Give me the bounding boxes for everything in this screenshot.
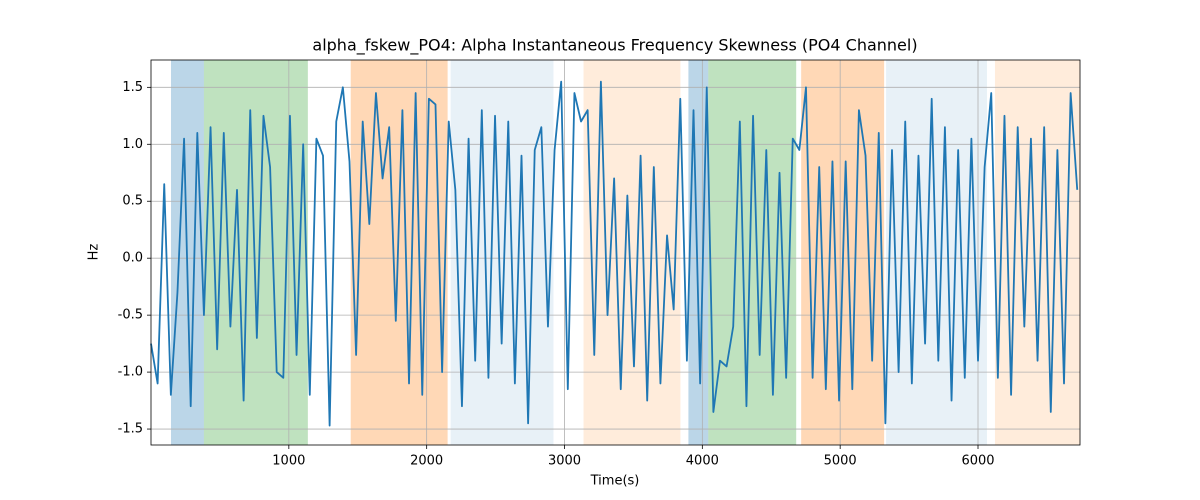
x-tick-label: 1000 [272, 454, 305, 469]
chart-title: alpha_fskew_PO4: Alpha Instantaneous Fre… [312, 36, 917, 56]
x-tick-label: 5000 [824, 454, 857, 469]
y-tick-label: -1.5 [118, 422, 143, 437]
x-tick-label: 6000 [961, 454, 994, 469]
shaded-span [350, 60, 448, 445]
shaded-span [450, 60, 554, 445]
x-tick-label: 2000 [410, 454, 443, 469]
x-tick-label: 3000 [548, 454, 581, 469]
y-tick-label: -1.0 [118, 365, 143, 380]
x-axis-label: Time(s) [590, 474, 640, 489]
y-tick-label: 0.5 [122, 194, 143, 209]
plot-frame [150, 59, 1081, 446]
y-tick-label: -0.5 [118, 308, 143, 323]
y-tick-label: 0.0 [122, 251, 143, 266]
shaded-span [994, 60, 1080, 445]
y-tick-label: 1.5 [122, 80, 143, 95]
y-tick-label: 1.0 [122, 137, 143, 152]
shaded-span [886, 60, 987, 445]
y-axis-label: Hz [87, 244, 102, 261]
shaded-span [688, 60, 709, 445]
data-line [150, 80, 1079, 427]
x-tick-label: 4000 [686, 454, 719, 469]
